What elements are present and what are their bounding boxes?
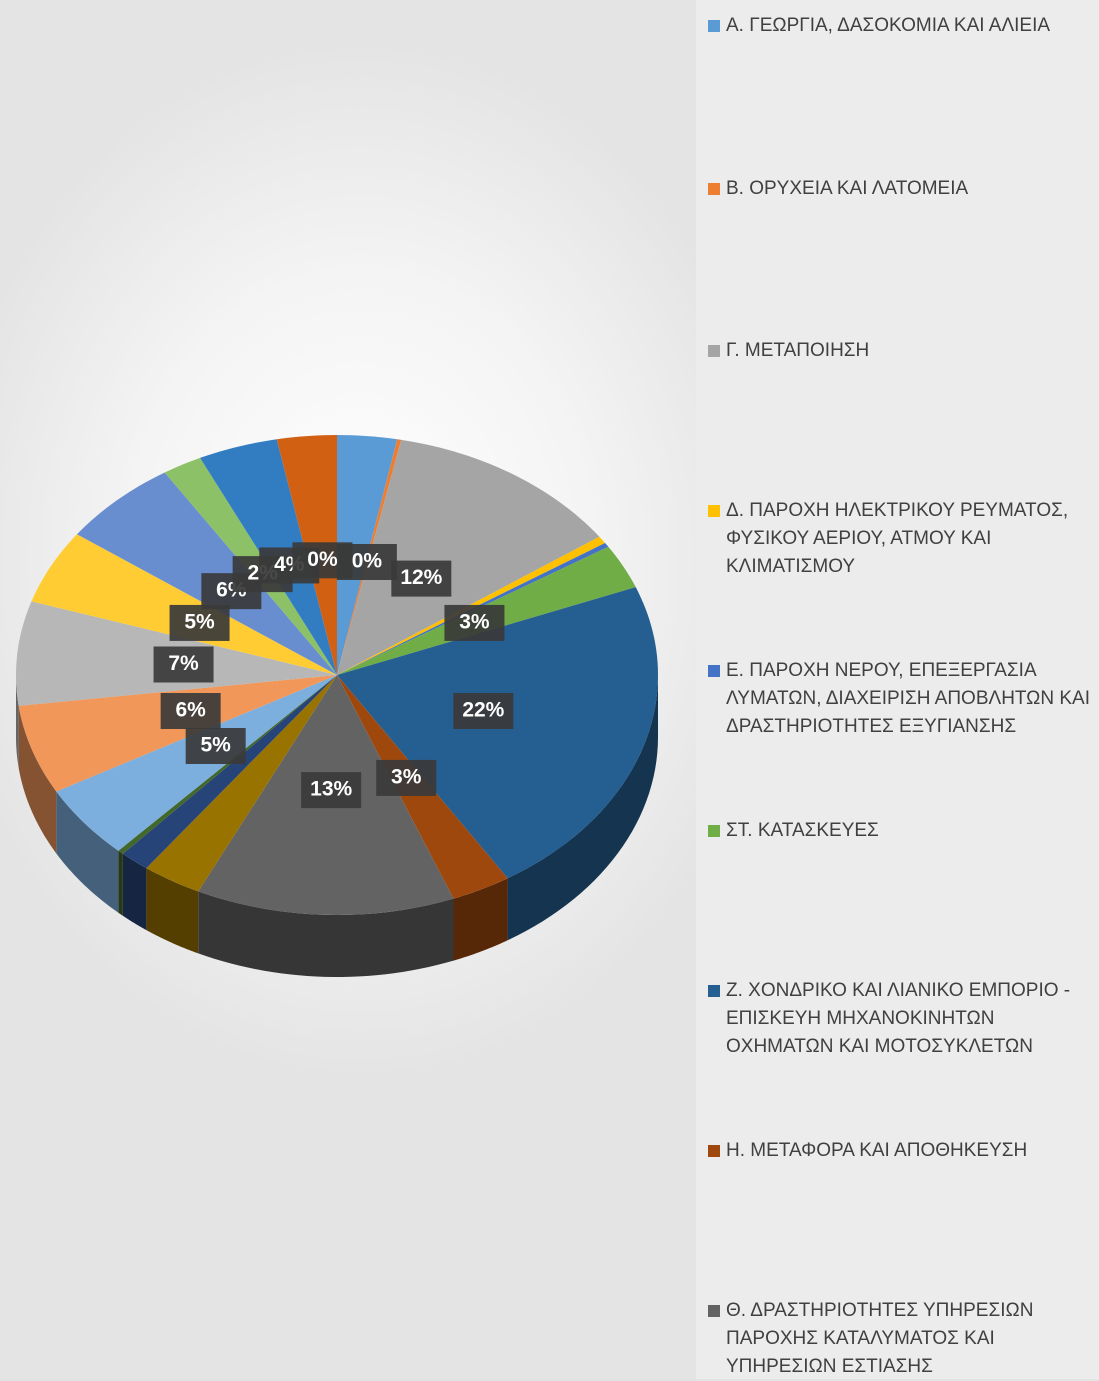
legend-swatch [708,985,720,997]
legend-swatch [708,505,720,517]
legend-label: Δ. ΠΑΡΟΧΗ ΗΛΕΚΤΡΙΚΟΥ ΡΕΥΜΑΤΟΣ, ΦΥΣΙΚΟΥ Α… [726,500,1069,577]
label-text: 3% [391,765,422,788]
label-box [444,604,505,641]
chart: 0%12%3%22%3%13%5%6%7%5%6%2%4%0% [16,435,658,977]
data-label: 12% [391,560,452,597]
slice [337,439,600,675]
data-label: 13% [301,772,362,809]
label-box [185,728,246,765]
data-label: 0% [336,543,397,580]
label-text: 0% [352,550,383,573]
data-label: 6% [160,693,221,730]
legend-swatch [708,1305,720,1317]
slice [337,587,658,879]
data-label: 7% [153,646,214,683]
slice-side [453,878,508,961]
label-text: 7% [168,652,199,675]
label-text: 5% [184,610,215,633]
slice [118,675,337,854]
label-box [301,772,362,809]
slice-side [507,675,658,941]
label-text: 13% [310,778,352,801]
label-box [153,646,214,683]
legend-item: Γ. ΜΕΤΑΠΟΙΗΣΗ [708,337,1093,365]
slice-side [16,675,19,768]
data-label: 5% [169,604,230,641]
data-label: 22% [453,693,514,730]
slice [146,675,337,892]
legend-item: Α. ΓΕΩΡΓΙΑ, ΔΑΣΟΚΟΜΙΑ ΚΑΙ ΑΛΙΕΙΑ [708,12,1093,40]
slice-side [56,791,119,913]
legend-item: Β. ΟΡΥΧΕΙΑ ΚΑΙ ΛΑΤΟΜΕΙΑ [708,175,1093,203]
legend-area [696,0,1099,1379]
slice [122,675,337,869]
slice-side [198,891,454,977]
label-text: 3% [459,610,490,633]
slice-side [18,705,57,854]
data-label: 3% [444,604,505,641]
legend-swatch [708,1145,720,1157]
label-box [169,604,230,641]
legend-label: Ζ. ΧΟΝΔΡΙΚΟ ΚΑΙ ΛΙΑΝΙΚΟ ΕΜΠΟΡΙΟ - ΕΠΙΣΚΕ… [726,980,1071,1057]
label-text: 6% [175,699,206,722]
legend-swatch [708,183,720,195]
slice-side [146,868,199,954]
label-box [292,542,353,579]
legend-item: Ε. ΠΑΡΟΧΗ ΝΕΡΟΥ, ΕΠΕΞΕΡΓΑΣΙΑ ΛΥΜΑΤΩΝ, ΔΙ… [708,657,1093,741]
label-text: 0% [307,548,338,571]
label-box [376,759,437,796]
legend-item: Δ. ΠΑΡΟΧΗ ΗΛΕΚΤΡΙΚΟΥ ΡΕΥΜΑΤΟΣ, ΦΥΣΙΚΟΥ Α… [708,497,1093,581]
label-text: 5% [200,734,231,757]
legend-label: ΣΤ. ΚΑΤΑΣΚΕΥΕΣ [726,820,879,841]
data-label: 5% [185,728,246,765]
label-text: 12% [400,566,442,589]
legend-label: Γ. ΜΕΤΑΠΟΙΗΣΗ [726,340,870,361]
legend-item: Ζ. ΧΟΝΔΡΙΚΟ ΚΑΙ ΛΙΑΝΙΚΟ ΕΜΠΟΡΙΟ - ΕΠΙΣΚΕ… [708,977,1093,1061]
label-box [160,693,221,730]
legend-label: Θ. ΔΡΑΣΤΗΡΙΟΤΗΤΕΣ ΥΠΗΡΕΣΙΩΝ ΠΑΡΟΧΗΣ ΚΑΤΑ… [726,1300,1034,1377]
legend-label: Α. ΓΕΩΡΓΙΑ, ΔΑΣΟΚΟΜΙΑ ΚΑΙ ΑΛΙΕΙΑ [726,15,1051,36]
legend-item: ΣΤ. ΚΑΤΑΣΚΕΥΕΣ [708,817,1093,845]
label-box [453,693,514,730]
legend-swatch [708,665,720,677]
slice [31,534,337,675]
slice [18,675,337,792]
slice-side [122,853,147,931]
legend-swatch [708,345,720,357]
legend-item: Η. ΜΕΤΑΦΟΡΑ ΚΑΙ ΑΠΟΘΗΚΕΥΣΗ [708,1137,1093,1165]
data-label: 0% [292,542,353,579]
legend-swatch [708,20,720,32]
label-box [391,560,452,597]
legend-label: Η. ΜΕΤΑΦΟΡΑ ΚΑΙ ΑΠΟΘΗΚΕΥΣΗ [726,1140,1028,1161]
legend-swatch [708,825,720,837]
label-text: 22% [462,699,504,722]
data-label: 3% [376,759,437,796]
legend-label: Β. ΟΡΥΧΕΙΑ ΚΑΙ ΛΑΤΟΜΕΙΑ [726,178,969,199]
slice-side [118,850,123,916]
legend-item: Θ. ΔΡΑΣΤΗΡΙΟΤΗΤΕΣ ΥΠΗΡΕΣΙΩΝ ΠΑΡΟΧΗΣ ΚΑΤΑ… [708,1297,1093,1381]
legend-label: Ε. ΠΑΡΟΧΗ ΝΕΡΟΥ, ΕΠΕΞΕΡΓΑΣΙΑ ΛΥΜΑΤΩΝ, ΔΙ… [726,660,1091,737]
